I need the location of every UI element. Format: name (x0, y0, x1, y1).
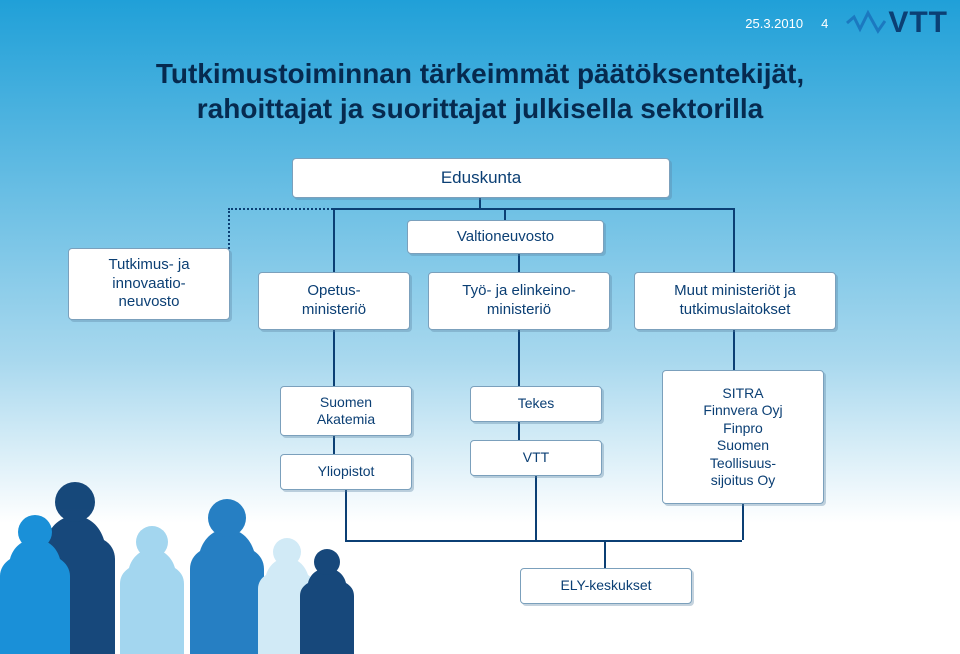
title-line-2: rahoittajat ja suorittajat julkisella se… (197, 93, 763, 124)
node-label: Suomen (663, 437, 823, 455)
node-label: Teollisuus- (663, 455, 823, 473)
connector (604, 540, 606, 568)
node-opetusministerio: Opetus- ministeriö (258, 272, 410, 330)
connector (333, 208, 734, 210)
node-label: Yliopistot (281, 463, 411, 481)
node-yliopistot: Yliopistot (280, 454, 412, 490)
connector (333, 208, 335, 272)
connector (733, 328, 735, 370)
node-label: Finnvera Oyj (663, 402, 823, 420)
node-label: Eduskunta (293, 167, 669, 188)
node-valtioneuvosto: Valtioneuvosto (407, 220, 604, 254)
node-eduskunta: Eduskunta (292, 158, 670, 198)
node-sitra-group: SITRA Finnvera Oyj Finpro Suomen Teollis… (662, 370, 824, 504)
node-tyo-elinkeinoministerio: Työ- ja elinkeino- ministeriö (428, 272, 610, 330)
node-ely-keskukset: ELY-keskukset (520, 568, 692, 604)
connector (333, 328, 335, 386)
node-label: VTT (471, 449, 601, 467)
node-label: Tutkimus- ja (69, 256, 229, 275)
node-label: Muut ministeriöt ja (635, 282, 835, 301)
connector (733, 208, 735, 272)
node-label: ministeriö (259, 301, 409, 320)
node-label: Tekes (471, 395, 601, 413)
connector (504, 208, 506, 220)
node-label: Opetus- (259, 282, 409, 301)
node-label: sijoitus Oy (663, 472, 823, 490)
logo-mark-icon (846, 9, 886, 37)
node-label: Työ- ja elinkeino- (429, 282, 609, 301)
page-title: Tutkimustoiminnan tärkeimmät päätöksente… (0, 56, 960, 126)
vtt-logo: VTT (846, 6, 948, 40)
node-vtt: VTT (470, 440, 602, 476)
node-muut-ministeriot: Muut ministeriöt ja tutkimuslaitokset (634, 272, 836, 330)
connector (333, 434, 335, 454)
people-silhouette-icon (0, 414, 370, 654)
node-label: ministeriö (429, 301, 609, 320)
node-label: Suomen (281, 394, 411, 412)
node-suomen-akatemia: Suomen Akatemia (280, 386, 412, 436)
connector-dotted (228, 208, 333, 210)
node-label: Valtioneuvosto (408, 228, 603, 247)
node-label: ELY-keskukset (521, 577, 691, 595)
page-number: 4 (821, 16, 828, 31)
connector (518, 252, 520, 272)
node-tutkimus-innovaationeuvosto: Tutkimus- ja innovaatio- neuvosto (68, 248, 230, 320)
node-label: Akatemia (281, 411, 411, 429)
connector (345, 540, 742, 542)
connector (518, 420, 520, 440)
slide-header: 25.3.2010 4 VTT (745, 6, 948, 40)
connector (345, 488, 347, 540)
node-label: innovaatio- (69, 275, 229, 294)
connector (535, 474, 537, 540)
node-label: neuvosto (69, 293, 229, 312)
node-label: SITRA (663, 385, 823, 403)
node-tekes: Tekes (470, 386, 602, 422)
connector (742, 502, 744, 540)
connector (518, 328, 520, 386)
date-label: 25.3.2010 (745, 16, 803, 31)
title-line-1: Tutkimustoiminnan tärkeimmät päätöksente… (156, 58, 804, 89)
node-label: Finpro (663, 420, 823, 438)
node-label: tutkimuslaitokset (635, 301, 835, 320)
logo-text: VTT (888, 6, 948, 40)
